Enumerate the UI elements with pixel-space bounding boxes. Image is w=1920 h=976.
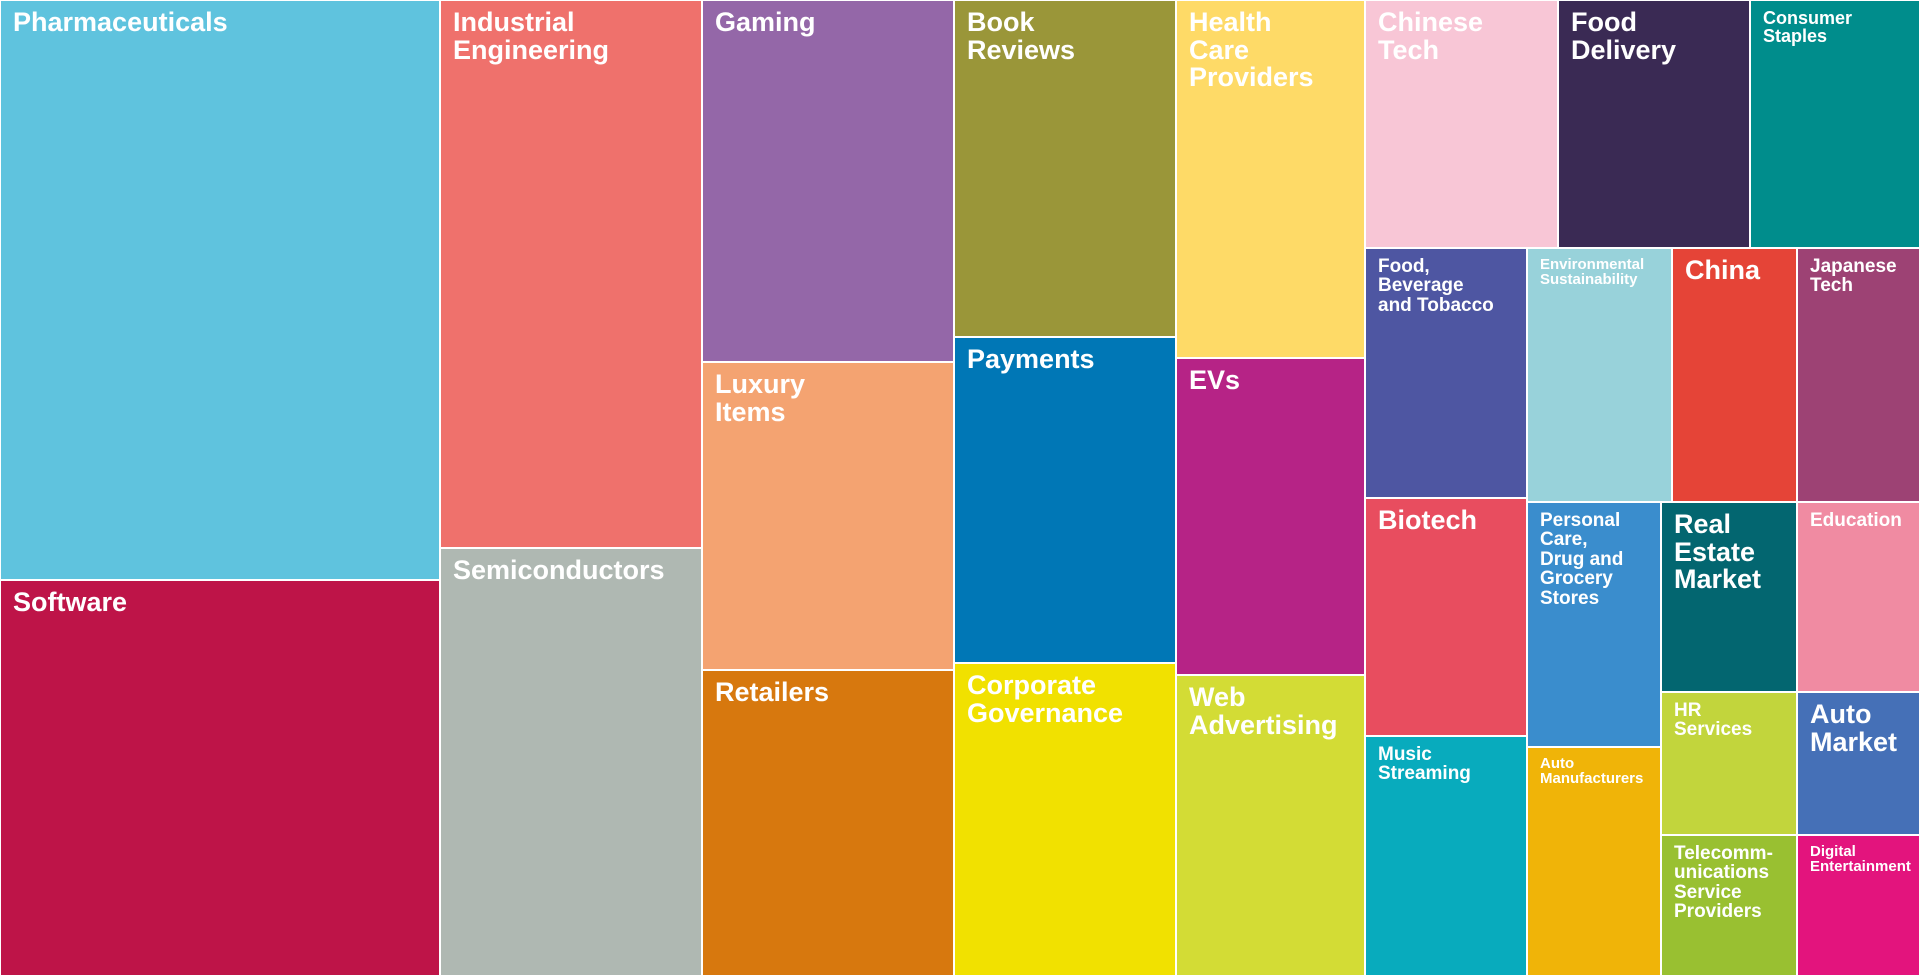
treemap-tile-label: Telecomm- unications Service Providers xyxy=(1674,843,1773,923)
treemap-tile: Biotech xyxy=(1365,498,1527,736)
treemap-tile: Music Streaming xyxy=(1365,736,1527,976)
treemap-tile-label: Environmental Sustainability xyxy=(1540,256,1645,289)
treemap-tile: Environmental Sustainability xyxy=(1527,248,1672,502)
treemap-tile-label: EVs xyxy=(1189,365,1241,395)
treemap-tile-label: Luxury Items xyxy=(715,369,806,427)
treemap-tile: Semiconductors xyxy=(440,548,702,976)
treemap-tile: Personal Care, Drug and Grocery Stores xyxy=(1527,502,1661,747)
treemap-tile-label: Food Delivery xyxy=(1571,7,1677,65)
treemap-tile: Telecomm- unications Service Providers xyxy=(1661,835,1797,976)
treemap-tile: Digital Entertainment xyxy=(1797,835,1920,976)
treemap-tile-label: Consumer Staples xyxy=(1763,8,1853,47)
treemap-tile: Health Care Providers xyxy=(1176,0,1365,358)
treemap-tile-label: Music Streaming xyxy=(1378,744,1471,785)
treemap-tile: Chinese Tech xyxy=(1365,0,1558,248)
treemap-tile-label: Biotech xyxy=(1378,505,1478,535)
treemap-tile-label: Industrial Engineering xyxy=(453,7,610,65)
treemap-tile-label: Auto Manufacturers xyxy=(1540,755,1644,788)
treemap-tile: Retailers xyxy=(702,670,954,976)
treemap-tile-label: Education xyxy=(1810,510,1902,531)
treemap-tile-label: Japanese Tech xyxy=(1810,256,1897,297)
treemap-tile: Food Delivery xyxy=(1558,0,1750,248)
treemap-tile-label: Food, Beverage and Tobacco xyxy=(1378,256,1494,316)
treemap-tile-label: Real Estate Market xyxy=(1674,509,1762,595)
treemap-tile-label: Retailers xyxy=(715,677,830,707)
treemap-tile: Real Estate Market xyxy=(1661,502,1797,692)
treemap-tile: Software xyxy=(0,580,440,976)
treemap-tile-label: China xyxy=(1685,255,1761,285)
treemap-tile: Web Advertising xyxy=(1176,675,1365,976)
treemap-tile: Luxury Items xyxy=(702,362,954,670)
treemap-tile-label: Health Care Providers xyxy=(1189,7,1314,93)
treemap-tile-label: Pharmaceuticals xyxy=(13,7,228,37)
treemap-tile-label: Corporate Governance xyxy=(967,670,1124,728)
treemap-tile: Industrial Engineering xyxy=(440,0,702,548)
treemap-tile-label: Payments xyxy=(967,344,1095,374)
treemap-tile: Pharmaceuticals xyxy=(0,0,440,580)
treemap-tile: EVs xyxy=(1176,358,1365,675)
treemap-tile-label: Personal Care, Drug and Grocery Stores xyxy=(1540,510,1624,609)
treemap-tile-label: HR Services xyxy=(1674,700,1753,741)
treemap-tile-label: Book Reviews xyxy=(967,7,1076,65)
treemap-tile: Book Reviews xyxy=(954,0,1176,337)
treemap-tile: Auto Manufacturers xyxy=(1527,747,1661,976)
treemap-tile-label: Software xyxy=(13,587,128,617)
treemap-tile: Gaming xyxy=(702,0,954,362)
treemap-tile: Japanese Tech xyxy=(1797,248,1920,502)
treemap-tile: HR Services xyxy=(1661,692,1797,835)
treemap-tile-label: Chinese Tech xyxy=(1378,7,1484,65)
treemap-tile-label: Digital Entertainment xyxy=(1810,843,1911,876)
treemap-tile: Corporate Governance xyxy=(954,663,1176,976)
treemap-tile: Consumer Staples xyxy=(1750,0,1920,248)
treemap-tile-label: Web Advertising xyxy=(1189,682,1338,740)
treemap-tile: Payments xyxy=(954,337,1176,663)
treemap-tile: Education xyxy=(1797,502,1920,692)
treemap-tile-label: Semiconductors xyxy=(453,555,665,585)
treemap-tile: Auto Market xyxy=(1797,692,1920,835)
treemap-tile-label: Gaming xyxy=(715,7,816,37)
treemap-tile: Food, Beverage and Tobacco xyxy=(1365,248,1527,498)
treemap-tile: China xyxy=(1672,248,1797,502)
treemap-tile-label: Auto Market xyxy=(1810,699,1898,757)
